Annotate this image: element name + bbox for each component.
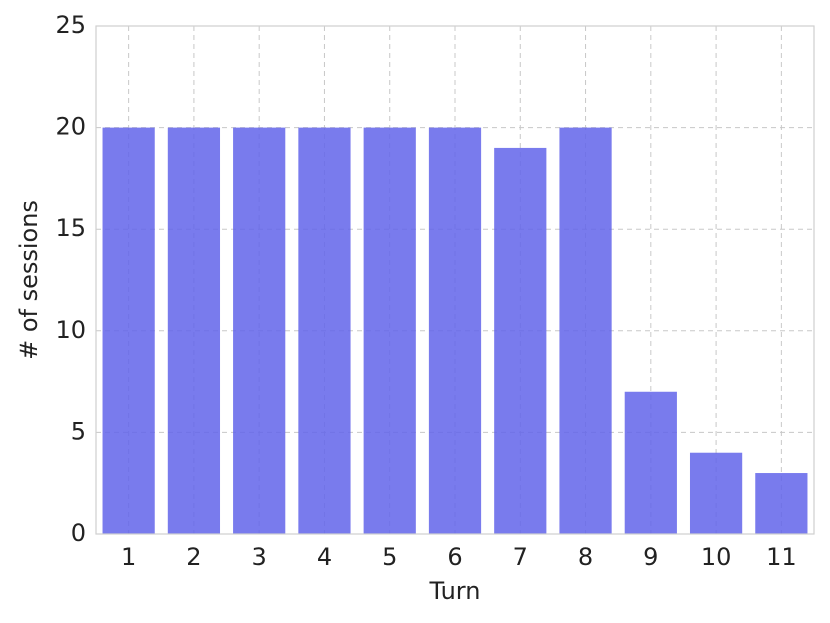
y-tick-label: 10 [55,316,86,344]
y-tick-label: 20 [55,113,86,141]
bar [755,473,808,534]
x-axis-label: Turn [429,577,481,605]
bar [298,127,351,534]
y-tick-label: 0 [71,519,86,547]
x-tick-label: 5 [382,543,397,571]
x-tick-label: 4 [317,543,332,571]
bar [233,127,286,534]
x-tick-label: 7 [513,543,528,571]
bar [689,452,743,534]
x-tick-label: 11 [766,543,797,571]
bar [102,127,155,534]
x-tick-label: 9 [643,543,658,571]
y-axis-label: # of sessions [15,200,43,360]
bar [428,127,482,534]
y-tick-label: 15 [55,214,86,242]
y-tick-label: 5 [71,417,86,445]
x-tick-label: 2 [186,543,201,571]
bar [559,127,612,534]
bar [167,127,221,534]
x-tick-label: 3 [252,543,267,571]
x-tick-label: 8 [578,543,593,571]
bar [363,127,416,534]
y-tick-label: 25 [55,11,86,39]
bar [624,391,677,534]
bar [494,147,547,535]
plot-frame [95,25,815,535]
x-tick-label: 6 [447,543,462,571]
x-tick-label: 10 [701,543,732,571]
x-tick-label: 1 [121,543,136,571]
